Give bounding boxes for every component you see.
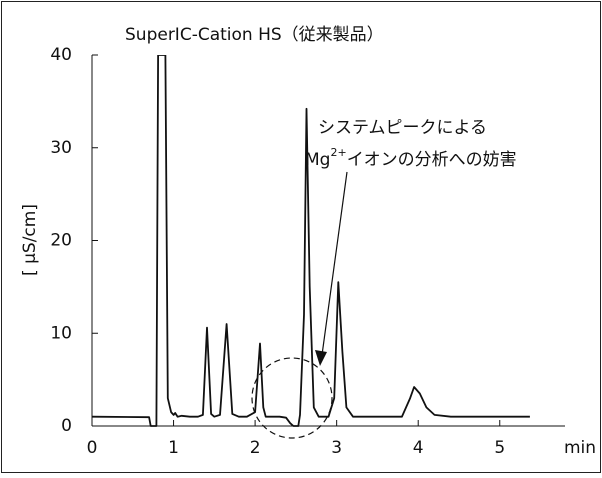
y-tick-label: 40 bbox=[50, 45, 72, 65]
y-tick-label: 10 bbox=[50, 323, 72, 343]
x-axis-label: min bbox=[564, 438, 596, 458]
y-tick-label: 20 bbox=[50, 231, 72, 251]
y-axis-label: [ μS/cm] bbox=[20, 204, 40, 276]
chart-title: SuperIC-Cation HS（従来製品） bbox=[125, 25, 384, 45]
highlight-circle bbox=[251, 357, 333, 439]
x-tick-label: 5 bbox=[494, 438, 505, 458]
annotation-line1: システムピークによる bbox=[318, 118, 487, 138]
x-tick-label: 4 bbox=[413, 438, 424, 458]
arrow-head bbox=[315, 350, 327, 366]
x-tick-label: 1 bbox=[168, 438, 179, 458]
x-tick-label: 3 bbox=[331, 438, 342, 458]
y-tick-label: 30 bbox=[50, 138, 72, 158]
annotation-sup: 2+ bbox=[330, 146, 346, 159]
annotation-line2: Mg2+イオンの分析への妨害 bbox=[305, 146, 517, 170]
arrow-shaft bbox=[321, 171, 348, 356]
annotation-text: Mg bbox=[305, 150, 330, 170]
x-tick-label: 2 bbox=[250, 438, 261, 458]
plot: 0 10 20 30 40 0 1 2 3 4 5 bbox=[50, 45, 565, 458]
trace bbox=[92, 55, 530, 427]
x-tick-label: 0 bbox=[87, 438, 98, 458]
y-tick-label: 0 bbox=[61, 416, 72, 436]
annotation-text: イオンの分析への妨害 bbox=[347, 150, 517, 170]
